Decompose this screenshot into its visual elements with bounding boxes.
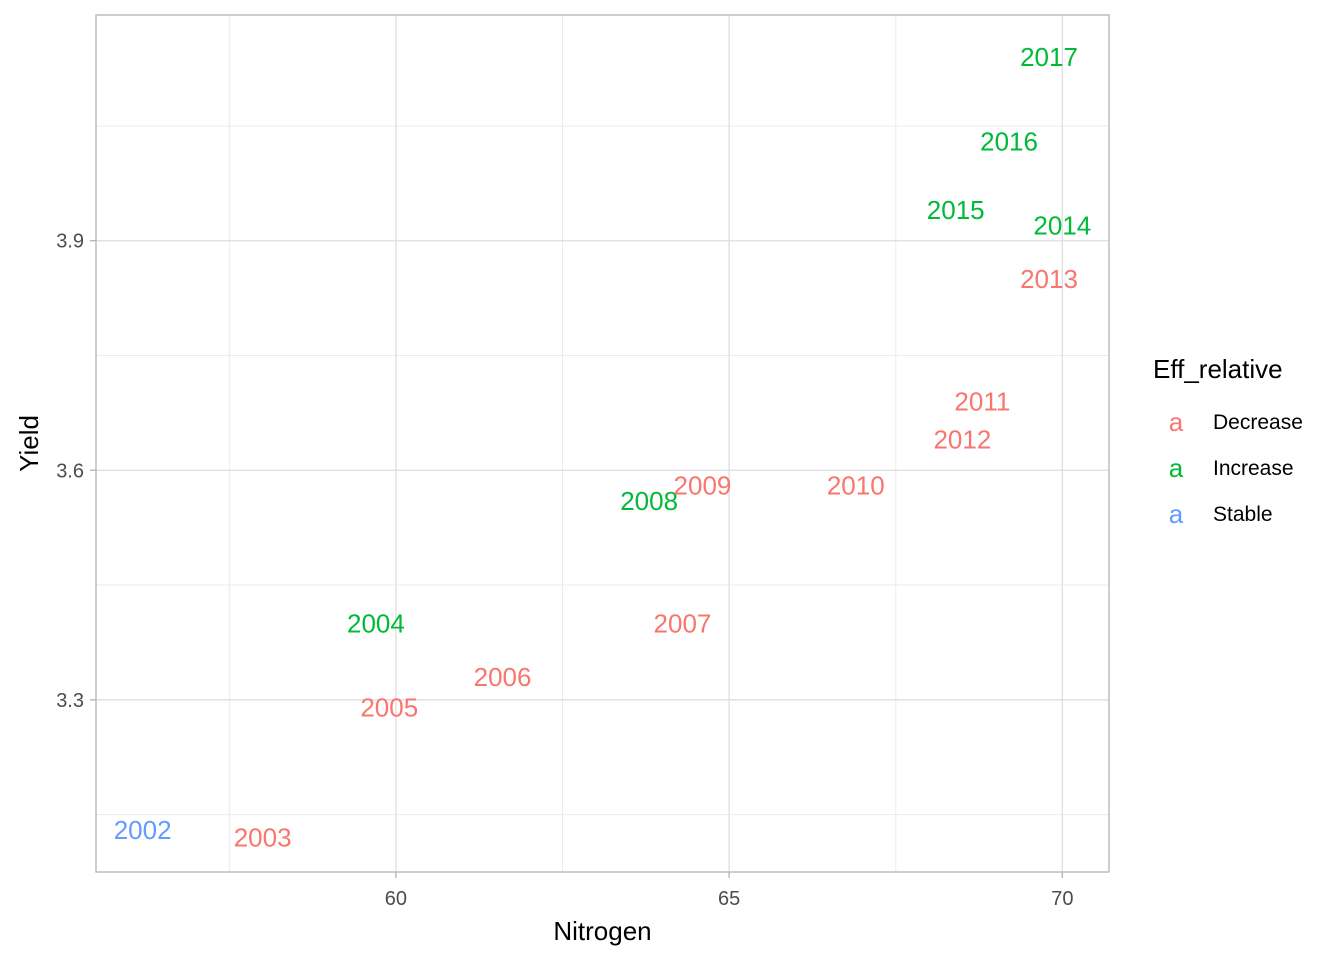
legend-title: Eff_relative	[1153, 354, 1283, 384]
point-label-2005: 2005	[360, 692, 418, 722]
point-label-2008: 2008	[620, 486, 678, 516]
legend-entries: a Decrease a Increase a Stable	[1169, 407, 1303, 529]
point-label-2014: 2014	[1033, 210, 1091, 240]
x-tick-label: 60	[385, 888, 407, 910]
grid-lines	[96, 15, 1109, 872]
legend-key-glyph: a	[1169, 499, 1184, 529]
plot-panel-border	[95, 14, 1110, 873]
legend-label-stable: Stable	[1213, 503, 1273, 526]
point-label-2012: 2012	[933, 425, 991, 455]
point-label-2004: 2004	[347, 608, 405, 638]
point-label-2006: 2006	[474, 662, 532, 692]
point-label-2010: 2010	[827, 471, 885, 501]
point-label-2013: 2013	[1020, 264, 1078, 294]
legend-key-glyph: a	[1169, 453, 1184, 483]
y-tick-label: 3.3	[56, 690, 84, 712]
y-tick-label: 3.9	[56, 231, 84, 253]
axis-ticks: 60 65 70 3.3 3.6 3.9	[56, 231, 1073, 910]
x-tick-label: 70	[1051, 888, 1073, 910]
point-label-2016: 2016	[980, 126, 1038, 156]
legend-key-glyph: a	[1169, 407, 1184, 437]
point-label-2002: 2002	[114, 815, 172, 845]
x-axis-title: Nitrogen	[553, 916, 651, 946]
y-axis-title: Yield	[14, 415, 44, 472]
legend-label-increase: Increase	[1213, 457, 1294, 480]
legend-label-decrease: Decrease	[1213, 411, 1303, 434]
y-tick-label: 3.6	[56, 460, 84, 482]
point-label-2009: 2009	[674, 471, 732, 501]
x-tick-label: 65	[718, 888, 740, 910]
point-label-2017: 2017	[1020, 42, 1078, 72]
legend: Eff_relative a Decrease a Increase a Stable	[1153, 354, 1303, 529]
point-label-2011: 2011	[954, 386, 1010, 416]
point-label-2015: 2015	[927, 195, 985, 225]
point-label-2007: 2007	[654, 608, 712, 638]
point-label-2003: 2003	[234, 823, 292, 853]
